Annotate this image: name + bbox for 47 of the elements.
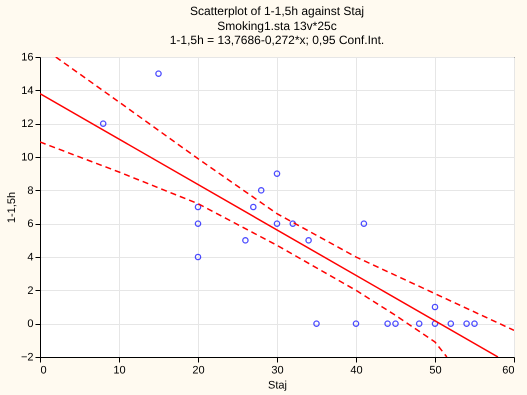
x-tick-label: 40 xyxy=(350,364,363,376)
y-axis-title: 1-1,5h xyxy=(6,192,18,224)
point xyxy=(274,220,280,227)
y-tick-label: 0 xyxy=(27,318,34,330)
point xyxy=(352,320,360,327)
point xyxy=(416,320,422,327)
y-tick-label: 2 xyxy=(27,284,34,297)
point xyxy=(242,237,249,244)
point xyxy=(305,237,312,244)
point xyxy=(360,220,368,227)
point xyxy=(155,70,162,77)
point xyxy=(471,320,478,327)
point xyxy=(448,320,454,327)
point xyxy=(194,254,202,260)
x-tick-label: 10 xyxy=(113,364,126,376)
point xyxy=(290,220,296,227)
point xyxy=(313,320,320,327)
point xyxy=(194,204,202,210)
point xyxy=(463,320,470,327)
x-tick-label: 20 xyxy=(192,364,205,376)
point xyxy=(258,187,264,194)
point xyxy=(194,220,202,227)
line-series xyxy=(40,141,448,357)
point xyxy=(100,120,106,127)
x-tick-label: 0 xyxy=(40,364,47,376)
line-series xyxy=(55,57,514,332)
x-tick-label: 50 xyxy=(429,364,442,376)
x-axis-title: Staj xyxy=(268,380,287,392)
chart-subtitle: Smoking1.sta 13v*25c xyxy=(217,19,337,33)
y-tick-label: 12 xyxy=(21,118,34,130)
y-tick-label: 6 xyxy=(27,218,34,230)
point xyxy=(274,170,280,177)
text: 1-1,5h = 13,7686-0,272*x; 0,95 Conf.Int. xyxy=(170,33,384,47)
point xyxy=(392,320,399,327)
x-tick-label: 60 xyxy=(502,364,514,376)
y-tick-label: 8 xyxy=(27,184,34,197)
x-tick-label: 30 xyxy=(271,364,284,376)
point xyxy=(250,204,257,210)
point xyxy=(432,304,438,310)
y-tick-label: −2 xyxy=(20,352,34,364)
y-tick-label: 4 xyxy=(27,252,34,264)
y-tick-label: 16 xyxy=(21,52,34,64)
chart-title: Scatterplot of 1-1,5h against Staj xyxy=(190,4,364,18)
y-tick-label: 10 xyxy=(21,152,34,164)
point xyxy=(384,320,391,327)
y-tick-label: 14 xyxy=(21,84,34,97)
point xyxy=(432,320,438,327)
